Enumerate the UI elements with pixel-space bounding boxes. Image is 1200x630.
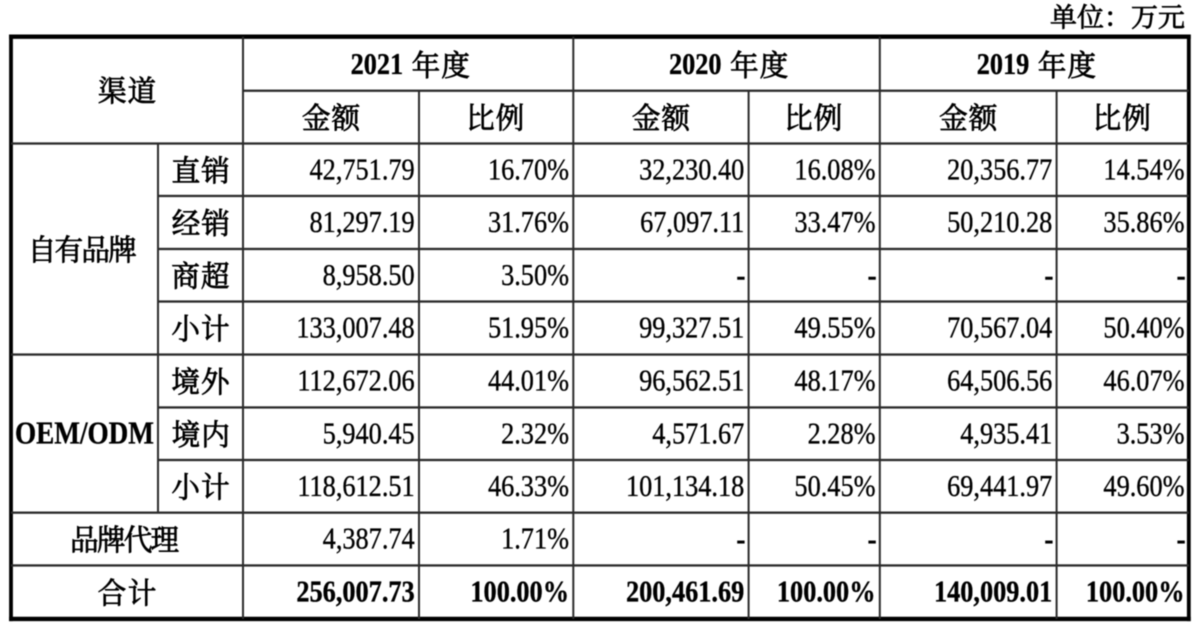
svg-text:100.00%: 100.00% [470, 576, 569, 609]
svg-text:46.33%: 46.33% [488, 470, 569, 503]
svg-text:112,672.06: 112,672.06 [297, 365, 414, 398]
svg-text:16.70%: 16.70% [488, 154, 569, 187]
svg-text:69,441.97: 69,441.97 [947, 470, 1052, 503]
svg-text:44.01%: 44.01% [488, 365, 569, 398]
svg-text:100.00%: 100.00% [777, 576, 876, 609]
svg-text:2020: 2020 [669, 48, 722, 81]
svg-text:99,327.51: 99,327.51 [639, 312, 744, 345]
svg-text:4,935.41: 4,935.41 [960, 418, 1052, 451]
svg-text:133,007.48: 133,007.48 [296, 312, 414, 345]
svg-text:50,210.28: 50,210.28 [947, 206, 1052, 239]
svg-text:20,356.77: 20,356.77 [947, 154, 1052, 187]
svg-text:2.28%: 2.28% [808, 418, 876, 451]
svg-text:256,007.73: 256,007.73 [296, 576, 414, 609]
svg-text:5,940.45: 5,940.45 [323, 418, 415, 451]
svg-text:46.07%: 46.07% [1103, 365, 1184, 398]
svg-text:14.54%: 14.54% [1103, 154, 1184, 187]
svg-text:50.40%: 50.40% [1103, 312, 1184, 345]
svg-text:33.47%: 33.47% [794, 206, 875, 239]
svg-text:1.71%: 1.71% [501, 523, 569, 556]
svg-text:2019: 2019 [977, 48, 1030, 81]
svg-text:49.60%: 49.60% [1103, 470, 1184, 503]
svg-text:2.32%: 2.32% [501, 418, 569, 451]
svg-text:3.53%: 3.53% [1117, 418, 1185, 451]
svg-text:4,387.74: 4,387.74 [323, 523, 415, 556]
svg-text:31.76%: 31.76% [488, 206, 569, 239]
svg-text:4,571.67: 4,571.67 [652, 418, 744, 451]
svg-text:64,506.56: 64,506.56 [947, 365, 1052, 398]
svg-text:35.86%: 35.86% [1103, 206, 1184, 239]
svg-text:81,297.19: 81,297.19 [310, 206, 415, 239]
svg-text:101,134.18: 101,134.18 [626, 470, 744, 503]
svg-text:2021: 2021 [351, 48, 404, 81]
svg-text:OEM/ODM: OEM/ODM [15, 417, 154, 451]
svg-text:8,958.50: 8,958.50 [323, 259, 415, 292]
svg-text:140,009.01: 140,009.01 [934, 576, 1052, 609]
svg-text:3.50%: 3.50% [501, 259, 569, 292]
svg-text:100.00%: 100.00% [1086, 576, 1185, 609]
svg-text:67,097.11: 67,097.11 [640, 206, 744, 239]
svg-text:70,567.04: 70,567.04 [947, 312, 1052, 345]
svg-text:96,562.51: 96,562.51 [639, 365, 744, 398]
svg-text:200,461.69: 200,461.69 [626, 576, 744, 609]
svg-text:118,612.51: 118,612.51 [297, 470, 414, 503]
svg-text:48.17%: 48.17% [794, 365, 875, 398]
svg-text:16.08%: 16.08% [794, 154, 875, 187]
svg-text:32,230.40: 32,230.40 [639, 154, 744, 187]
svg-text:42,751.79: 42,751.79 [310, 154, 415, 187]
svg-text:50.45%: 50.45% [794, 470, 875, 503]
svg-text:49.55%: 49.55% [794, 312, 875, 345]
svg-text:51.95%: 51.95% [488, 312, 569, 345]
